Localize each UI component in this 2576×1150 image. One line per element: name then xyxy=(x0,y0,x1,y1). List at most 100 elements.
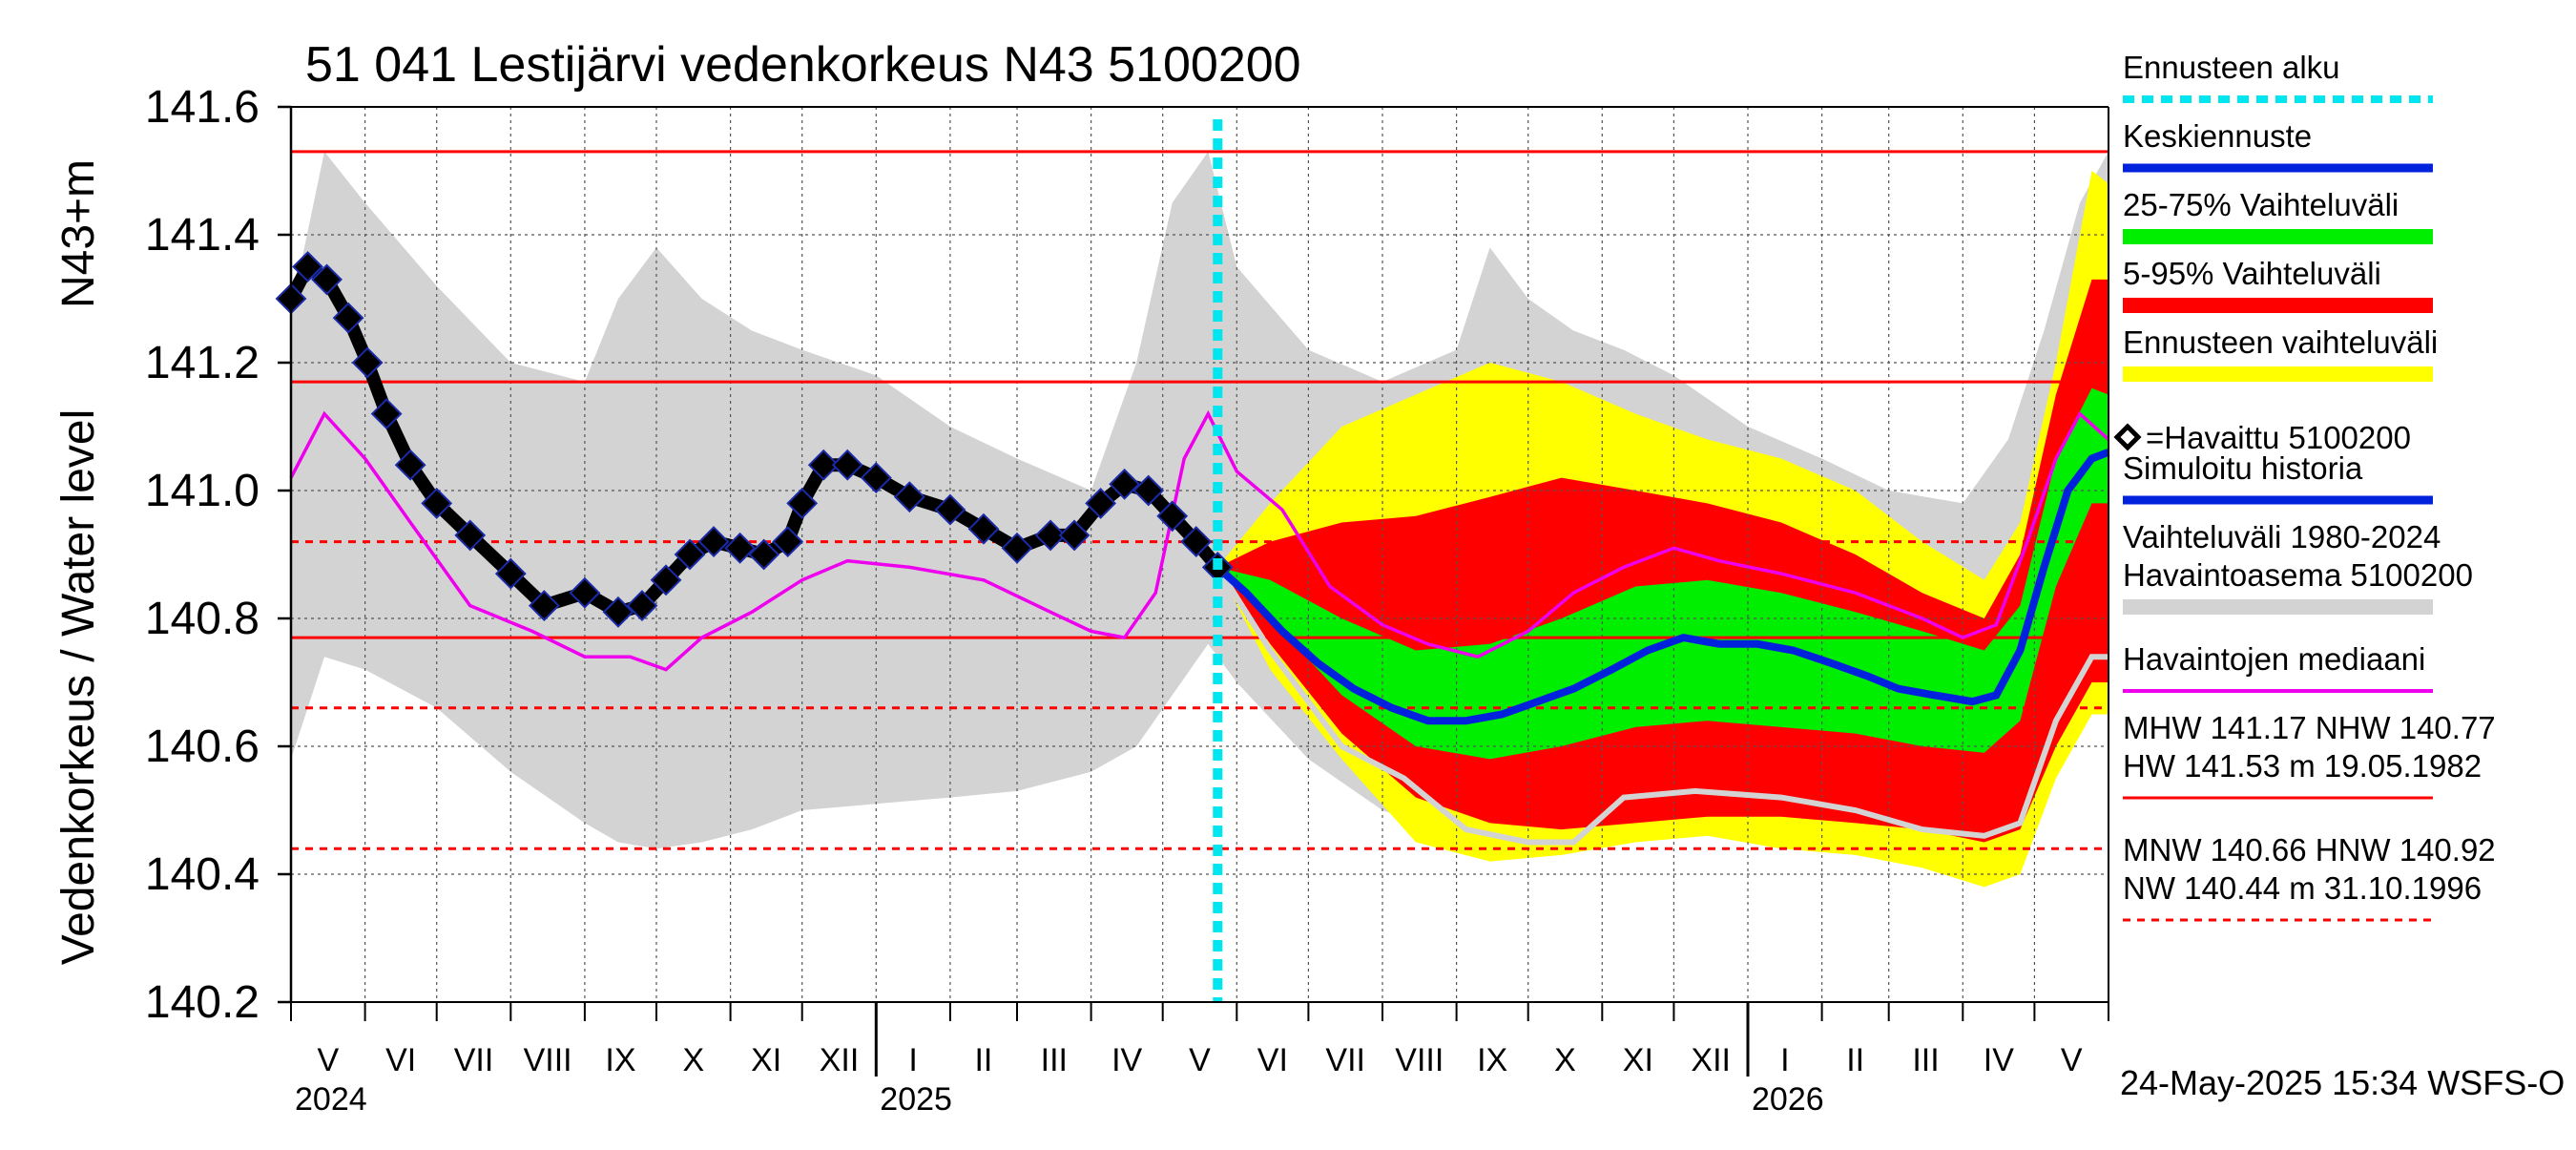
footer-timestamp: 24-May-2025 15:34 WSFS-O xyxy=(2120,1063,2565,1102)
legend-item-6: Simuloitu historia xyxy=(2123,450,2433,505)
observed-point-29 xyxy=(1058,519,1091,552)
year-label-1: 2025 xyxy=(880,1081,952,1118)
simulated-low-line xyxy=(1215,565,2109,846)
observed-point-4 xyxy=(351,346,384,379)
legend: Ennusteen alku Keskiennuste 25-75% Vaihtel… xyxy=(2113,50,2496,922)
chart-title: 51 041 Lestijärvi vedenkorkeus N43 51002… xyxy=(305,37,1301,93)
plot-area xyxy=(275,107,2110,1002)
observed-point-5 xyxy=(370,398,403,430)
legend-item-3: 5-95% Vaihteluväli xyxy=(2123,256,2433,313)
y-axis-label: Vedenkorkeus / Water level xyxy=(53,409,104,966)
month-label-9: II xyxy=(974,1042,992,1078)
observed-point-17 xyxy=(724,532,757,564)
y-tick-label-2: 141.2 xyxy=(145,338,260,388)
month-label-7: XII xyxy=(820,1042,860,1078)
observed-point-9 xyxy=(494,557,527,590)
observed-point-26 xyxy=(967,512,1000,545)
y-tick-label-5: 140.6 xyxy=(145,721,260,772)
y-tick-label-3: 141.0 xyxy=(145,466,260,516)
legend-swatch-2 xyxy=(2123,229,2433,244)
legend-item-2: 25-75% Vaihteluväli xyxy=(2123,187,2433,244)
observed-point-11 xyxy=(569,576,601,609)
series-forecast-mean xyxy=(1215,449,2110,725)
legend-label2-9: HW 141.53 m 19.05.1982 xyxy=(2123,748,2482,784)
month-label-16: IX xyxy=(1477,1042,1507,1078)
month-label-12: V xyxy=(1189,1042,1211,1078)
month-label-5: X xyxy=(682,1042,704,1078)
observed-point-13 xyxy=(626,590,658,622)
observed-point-7 xyxy=(421,487,453,519)
observed-point-18 xyxy=(748,538,780,571)
month-label-18: XI xyxy=(1623,1042,1653,1078)
legend-label-6: Simuloitu historia xyxy=(2123,450,2363,486)
year-label-2: 2026 xyxy=(1752,1081,1824,1118)
month-label-24: V xyxy=(2061,1042,2083,1078)
observed-point-25 xyxy=(934,493,966,526)
y-tick-label-4: 140.8 xyxy=(145,594,260,644)
month-label-6: XI xyxy=(751,1042,781,1078)
observed-point-6 xyxy=(394,449,426,481)
y-tick-label-0: 141.6 xyxy=(145,82,260,133)
legend-label-7: Vaihteluväli 1980-2024 xyxy=(2123,519,2441,554)
legend-label-10: MNW 140.66 HNW 140.92 xyxy=(2123,832,2496,868)
observed-point-34 xyxy=(1180,526,1213,558)
legend-label-0: Ennusteen alku xyxy=(2123,50,2340,85)
legend-label2-10: NW 140.44 m 31.10.1996 xyxy=(2123,870,2482,906)
legend-swatch-3 xyxy=(2123,298,2433,313)
month-label-19: XII xyxy=(1691,1042,1731,1078)
legend-label2-7: Havaintoasema 5100200 xyxy=(2123,557,2473,593)
legend-item-5: =Havaittu 5100200 xyxy=(2113,420,2411,455)
year-label-0: 2024 xyxy=(295,1081,367,1118)
legend-item-4: Ennusteen vaihteluväli xyxy=(2123,324,2438,382)
observed-point-22 xyxy=(831,449,863,481)
legend-label-9: MHW 141.17 NHW 140.77 xyxy=(2123,710,2496,745)
observed-point-31 xyxy=(1109,468,1141,500)
observed-point-33 xyxy=(1156,500,1189,533)
month-label-23: IV xyxy=(1984,1042,2014,1078)
month-label-21: II xyxy=(1846,1042,1864,1078)
legend-label-4: Ennusteen vaihteluväli xyxy=(2123,324,2438,360)
legend-label-5: =Havaittu 5100200 xyxy=(2146,420,2411,455)
y-tick-label-1: 141.4 xyxy=(145,210,260,261)
y-axis-unit: N43+m xyxy=(53,159,104,308)
month-label-20: I xyxy=(1780,1042,1789,1078)
observed-point-24 xyxy=(893,481,925,513)
legend-item-8: Havaintojen mediaani xyxy=(2123,641,2433,693)
observed-point-15 xyxy=(674,538,706,571)
month-label-8: I xyxy=(908,1042,917,1078)
month-label-0: V xyxy=(317,1042,339,1078)
observed-point-28 xyxy=(1034,519,1067,552)
observed-point-1 xyxy=(292,251,323,282)
observed-point-27 xyxy=(1001,532,1033,564)
month-label-4: IX xyxy=(605,1042,635,1078)
observed-point-8 xyxy=(454,519,487,552)
observed-point-12 xyxy=(602,596,634,628)
y-tick-label-6: 140.4 xyxy=(145,849,260,900)
month-label-22: III xyxy=(1912,1042,1939,1078)
month-label-14: VII xyxy=(1325,1042,1365,1078)
legend-item-1: Keskiennuste xyxy=(2123,118,2433,173)
band-3 xyxy=(1217,387,2109,760)
legend-marker-5 xyxy=(2113,423,2142,451)
observed-point-2 xyxy=(311,263,343,296)
month-label-10: III xyxy=(1041,1042,1068,1078)
observed-point-16 xyxy=(697,526,730,558)
legend-label-8: Havaintojen mediaani xyxy=(2123,641,2425,677)
observed-point-14 xyxy=(650,564,682,596)
legend-item-0: Ennusteen alku xyxy=(2123,50,2433,103)
legend-item-7: Vaihteluväli 1980-2024 Havaintoasema 510… xyxy=(2123,519,2473,615)
month-label-17: X xyxy=(1554,1042,1576,1078)
observed-point-30 xyxy=(1085,487,1117,519)
observed-point-20 xyxy=(786,487,819,519)
observed-point-19 xyxy=(772,526,804,558)
series-median xyxy=(289,409,2110,672)
observed-point-23 xyxy=(860,462,892,494)
observed-point-3 xyxy=(332,302,364,334)
axes: 141.6 141.4 141.2 141.0 140.8 140.6 140.4 140.2… xyxy=(145,82,2109,1118)
month-label-3: VIII xyxy=(524,1042,572,1078)
observed-point-10 xyxy=(528,590,560,622)
month-label-1: VI xyxy=(385,1042,416,1078)
